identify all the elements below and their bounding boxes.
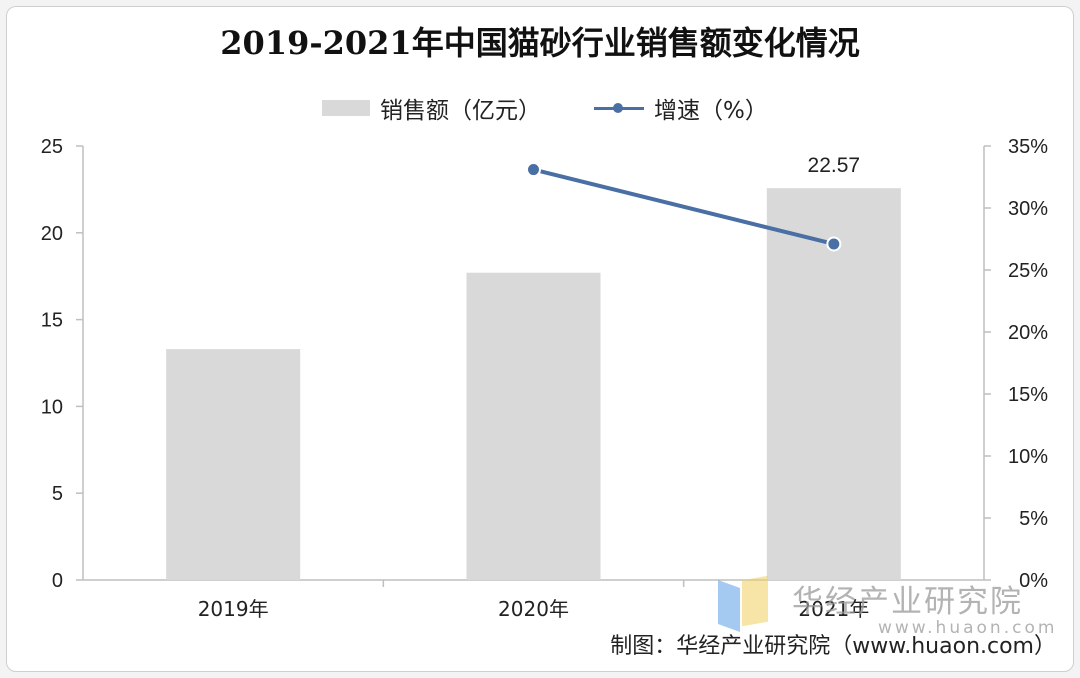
bar-2019年 <box>166 349 301 580</box>
legend-line-swatch-icon <box>594 100 644 116</box>
watermark-name: 华经产业研究院 <box>792 584 1023 620</box>
growth-point <box>526 162 541 178</box>
watermark: 华经产业研究院 www.huaon.com <box>718 575 1058 638</box>
y-right-tick-label: 35% <box>1008 136 1048 158</box>
watermark-url: www.huaon.com <box>878 618 1058 638</box>
bar-2020年 <box>466 272 601 580</box>
y-right-tick-label: 30% <box>1008 198 1048 220</box>
x-category-label: 2019年 <box>198 597 269 621</box>
chart-legend: 销售额（亿元） 增速（%） <box>0 92 1080 124</box>
legend-label-growth: 增速（%） <box>654 98 768 124</box>
x-category-label: 2021年 <box>798 597 869 621</box>
y-right-tick-label: 15% <box>1008 384 1048 406</box>
legend-item-growth: 增速（%） <box>594 92 768 124</box>
watermark-logo-icon <box>718 575 776 633</box>
source-note: 制图：华经产业研究院（www.huaon.com） <box>610 634 1056 659</box>
y-right-tick-label: 5% <box>1019 508 1048 530</box>
growth-point <box>826 236 842 252</box>
y-left-tick-label: 15 <box>41 310 63 332</box>
bar-data-label: 22.57 <box>808 154 861 177</box>
y-left-tick-label: 20 <box>41 223 63 245</box>
y-left-tick-label: 10 <box>41 396 63 418</box>
y-left-tick-label: 5 <box>52 483 63 505</box>
y-right-tick-label: 0% <box>1019 570 1048 592</box>
x-category-label: 2020年 <box>498 597 569 621</box>
y-left-tick-label: 0 <box>52 570 63 592</box>
legend-bar-swatch-icon <box>322 100 370 116</box>
growth-line <box>533 167 835 246</box>
bar-2021年 <box>766 188 901 580</box>
y-left-tick-label: 25 <box>41 136 63 158</box>
y-right-tick-label: 25% <box>1008 260 1048 282</box>
legend-label-sales: 销售额（亿元） <box>380 98 541 124</box>
chart-title: 2019-2021年中国猫砂行业销售额变化情况 <box>220 24 860 62</box>
legend-item-sales: 销售额（亿元） <box>322 92 541 124</box>
y-right-tick-label: 10% <box>1008 446 1048 468</box>
y-right-tick-label: 20% <box>1008 322 1048 344</box>
